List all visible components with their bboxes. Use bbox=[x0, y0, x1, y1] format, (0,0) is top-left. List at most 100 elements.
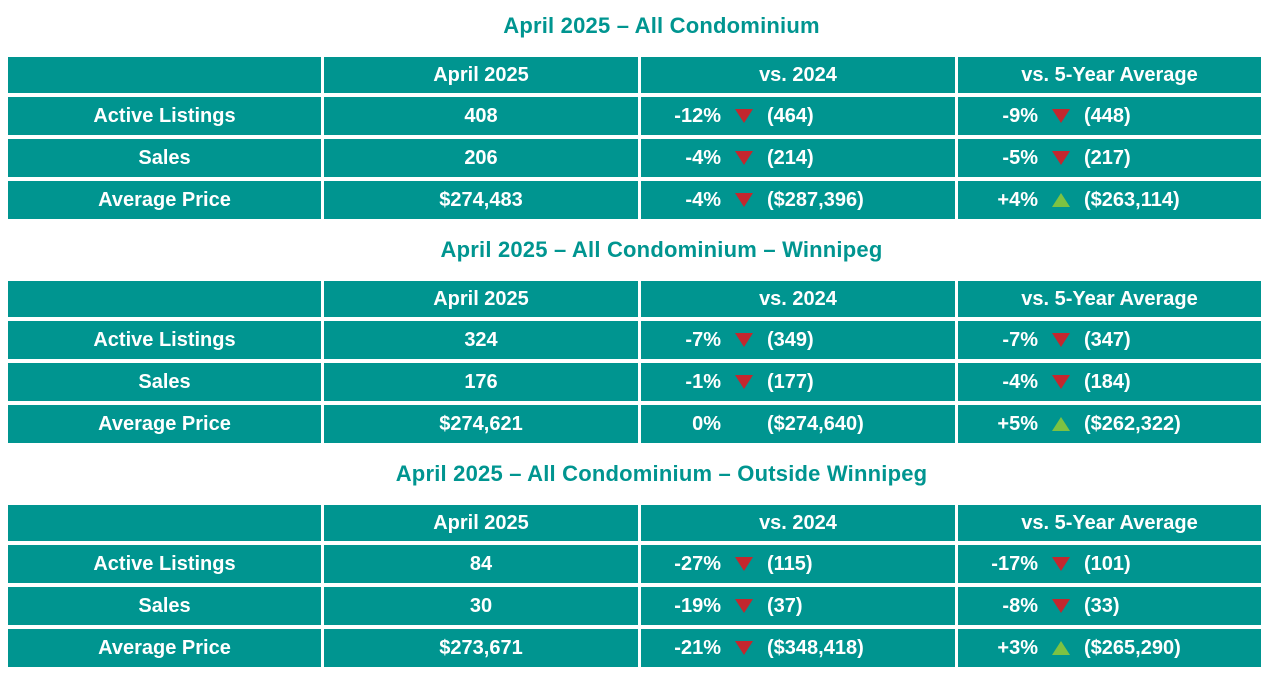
change-percent: -27% bbox=[674, 552, 721, 575]
header-vs-5yr-average: vs. 5-Year Average bbox=[958, 505, 1261, 541]
trend-up-icon bbox=[1038, 193, 1084, 207]
trend-down-icon bbox=[721, 557, 767, 571]
comparison-value: (177) bbox=[767, 370, 814, 393]
current-value: $273,671 bbox=[324, 629, 638, 667]
comparison-value: ($348,418) bbox=[767, 636, 864, 659]
header-metric bbox=[8, 57, 321, 93]
header-metric bbox=[8, 505, 321, 541]
comparison-value: (349) bbox=[767, 328, 814, 351]
vs-5yr-cell: +3% ($265,290) bbox=[958, 629, 1261, 667]
report-section-outside-winnipeg: April 2025 – All Condominium – Outside W… bbox=[8, 460, 1261, 667]
trend-down-icon bbox=[721, 599, 767, 613]
trend-down-icon bbox=[721, 109, 767, 123]
trend-down-icon bbox=[721, 641, 767, 655]
change-percent: +5% bbox=[997, 412, 1038, 435]
comparison-value: (217) bbox=[1084, 146, 1131, 169]
vs-5yr-cell: -4% (184) bbox=[958, 363, 1261, 401]
current-value: 206 bbox=[324, 139, 638, 177]
current-value: 176 bbox=[324, 363, 638, 401]
trend-down-icon bbox=[1038, 599, 1084, 613]
vs-2024-cell: -7% (349) bbox=[641, 321, 955, 359]
trend-down-icon bbox=[1038, 151, 1084, 165]
current-value: $274,621 bbox=[324, 405, 638, 443]
comparison-value: ($274,640) bbox=[767, 412, 864, 435]
stats-table: April 2025 vs. 2024 vs. 5-Year Average A… bbox=[8, 281, 1261, 443]
vs-5yr-cell: +5% ($262,322) bbox=[958, 405, 1261, 443]
trend-down-icon bbox=[721, 193, 767, 207]
header-vs-5yr-average: vs. 5-Year Average bbox=[958, 281, 1261, 317]
row-label: Average Price bbox=[8, 629, 321, 667]
comparison-value: (37) bbox=[767, 594, 803, 617]
change-percent: -1% bbox=[685, 370, 721, 393]
comparison-value: (184) bbox=[1084, 370, 1131, 393]
vs-5yr-cell: -9% (448) bbox=[958, 97, 1261, 135]
change-percent: -4% bbox=[1002, 370, 1038, 393]
row-label: Average Price bbox=[8, 405, 321, 443]
comparison-value: (33) bbox=[1084, 594, 1120, 617]
change-percent: -7% bbox=[1002, 328, 1038, 351]
stats-table: April 2025 vs. 2024 vs. 5-Year Average A… bbox=[8, 505, 1261, 667]
trend-down-icon bbox=[1038, 109, 1084, 123]
change-percent: -9% bbox=[1002, 104, 1038, 127]
change-percent: -7% bbox=[685, 328, 721, 351]
vs-2024-cell: -19% (37) bbox=[641, 587, 955, 625]
header-metric bbox=[8, 281, 321, 317]
vs-5yr-cell: -7% (347) bbox=[958, 321, 1261, 359]
change-percent: -8% bbox=[1002, 594, 1038, 617]
trend-down-icon bbox=[1038, 375, 1084, 389]
row-label: Average Price bbox=[8, 181, 321, 219]
header-vs-5yr-average: vs. 5-Year Average bbox=[958, 57, 1261, 93]
comparison-value: ($262,322) bbox=[1084, 412, 1181, 435]
vs-2024-cell: -4% ($287,396) bbox=[641, 181, 955, 219]
vs-5yr-cell: +4% ($263,114) bbox=[958, 181, 1261, 219]
change-percent: -21% bbox=[674, 636, 721, 659]
row-label: Sales bbox=[8, 363, 321, 401]
change-percent: +3% bbox=[997, 636, 1038, 659]
comparison-value: (101) bbox=[1084, 552, 1131, 575]
table-title: April 2025 – All Condominium bbox=[503, 13, 820, 38]
change-percent: -5% bbox=[1002, 146, 1038, 169]
vs-2024-cell: -12% (464) bbox=[641, 97, 955, 135]
vs-2024-cell: -4% (214) bbox=[641, 139, 955, 177]
comparison-value: (115) bbox=[767, 552, 813, 575]
comparison-value: (464) bbox=[767, 104, 814, 127]
comparison-value: (214) bbox=[767, 146, 814, 169]
table-title: April 2025 – All Condominium – Outside W… bbox=[395, 461, 928, 486]
row-label: Active Listings bbox=[8, 97, 321, 135]
vs-5yr-cell: -17% (101) bbox=[958, 545, 1261, 583]
change-percent: -12% bbox=[674, 104, 721, 127]
row-label: Sales bbox=[8, 139, 321, 177]
row-label: Active Listings bbox=[8, 321, 321, 359]
comparison-value: (448) bbox=[1084, 104, 1131, 127]
vs-2024-cell: 0% ($274,640) bbox=[641, 405, 955, 443]
change-percent: -17% bbox=[991, 552, 1038, 575]
trend-down-icon bbox=[721, 375, 767, 389]
change-percent: -19% bbox=[674, 594, 721, 617]
current-value: 408 bbox=[324, 97, 638, 135]
vs-2024-cell: -21% ($348,418) bbox=[641, 629, 955, 667]
current-value: 84 bbox=[324, 545, 638, 583]
trend-down-icon bbox=[721, 151, 767, 165]
change-percent: +4% bbox=[997, 188, 1038, 211]
vs-2024-cell: -27% (115) bbox=[641, 545, 955, 583]
comparison-value: ($265,290) bbox=[1084, 636, 1181, 659]
header-current-month: April 2025 bbox=[324, 281, 638, 317]
current-value: 324 bbox=[324, 321, 638, 359]
comparison-value: ($287,396) bbox=[767, 188, 864, 211]
trend-up-icon bbox=[1038, 641, 1084, 655]
comparison-value: ($263,114) bbox=[1084, 188, 1180, 211]
vs-5yr-cell: -8% (33) bbox=[958, 587, 1261, 625]
change-percent: -4% bbox=[685, 146, 721, 169]
change-percent: -4% bbox=[685, 188, 721, 211]
header-current-month: April 2025 bbox=[324, 57, 638, 93]
row-label: Sales bbox=[8, 587, 321, 625]
header-vs-2024: vs. 2024 bbox=[641, 281, 955, 317]
header-current-month: April 2025 bbox=[324, 505, 638, 541]
report-section-winnipeg: April 2025 – All Condominium – Winnipeg … bbox=[8, 236, 1261, 443]
header-vs-2024: vs. 2024 bbox=[641, 505, 955, 541]
current-value: 30 bbox=[324, 587, 638, 625]
vs-5yr-cell: -5% (217) bbox=[958, 139, 1261, 177]
change-percent: 0% bbox=[692, 412, 721, 435]
table-title: April 2025 – All Condominium – Winnipeg bbox=[440, 237, 883, 262]
current-value: $274,483 bbox=[324, 181, 638, 219]
